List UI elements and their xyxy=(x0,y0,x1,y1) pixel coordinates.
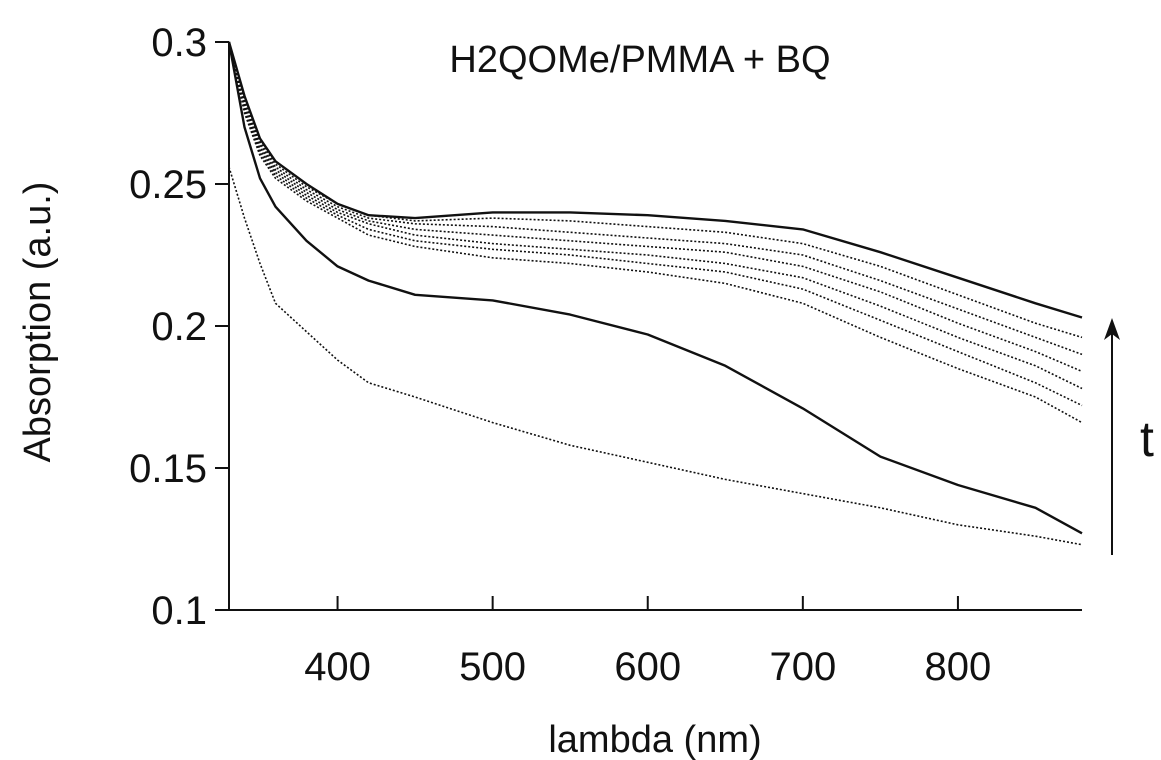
series-line xyxy=(228,41,1083,407)
y-tick-label: 0.2 xyxy=(151,305,207,349)
y-tick-label: 0.25 xyxy=(129,163,207,207)
series-line xyxy=(228,41,1083,373)
series-line xyxy=(228,166,1083,546)
x-axis-title: lambda (nm) xyxy=(548,719,761,760)
time-arrow-label: t xyxy=(1140,411,1154,467)
x-tick-label: 500 xyxy=(459,645,526,689)
series-line xyxy=(228,41,1083,356)
y-axis-title: Absorption (a.u.) xyxy=(17,182,59,463)
y-ticks: 0.1 0.15 0.2 0.25 0.3 xyxy=(129,21,229,633)
time-arrow xyxy=(1104,318,1120,555)
y-tick-label: 0.3 xyxy=(151,21,207,65)
y-tick-label: 0.15 xyxy=(129,447,207,491)
x-tick-label: 400 xyxy=(304,645,371,689)
series-line xyxy=(227,41,1083,319)
y-tick-label: 0.1 xyxy=(151,589,207,633)
series-line xyxy=(227,41,1083,535)
series-line xyxy=(228,41,1083,424)
x-tick-label: 600 xyxy=(614,645,681,689)
series-line xyxy=(228,41,1083,339)
series-group xyxy=(227,41,1083,546)
x-ticks: 400 500 600 700 800 xyxy=(304,596,991,689)
chart-title: H2QOMe/PMMA + BQ xyxy=(449,39,830,81)
axes xyxy=(228,42,1082,611)
x-tick-label: 800 xyxy=(925,645,992,689)
series-line xyxy=(228,41,1083,390)
x-tick-label: 700 xyxy=(769,645,836,689)
time-arrow-head-icon xyxy=(1104,318,1120,340)
